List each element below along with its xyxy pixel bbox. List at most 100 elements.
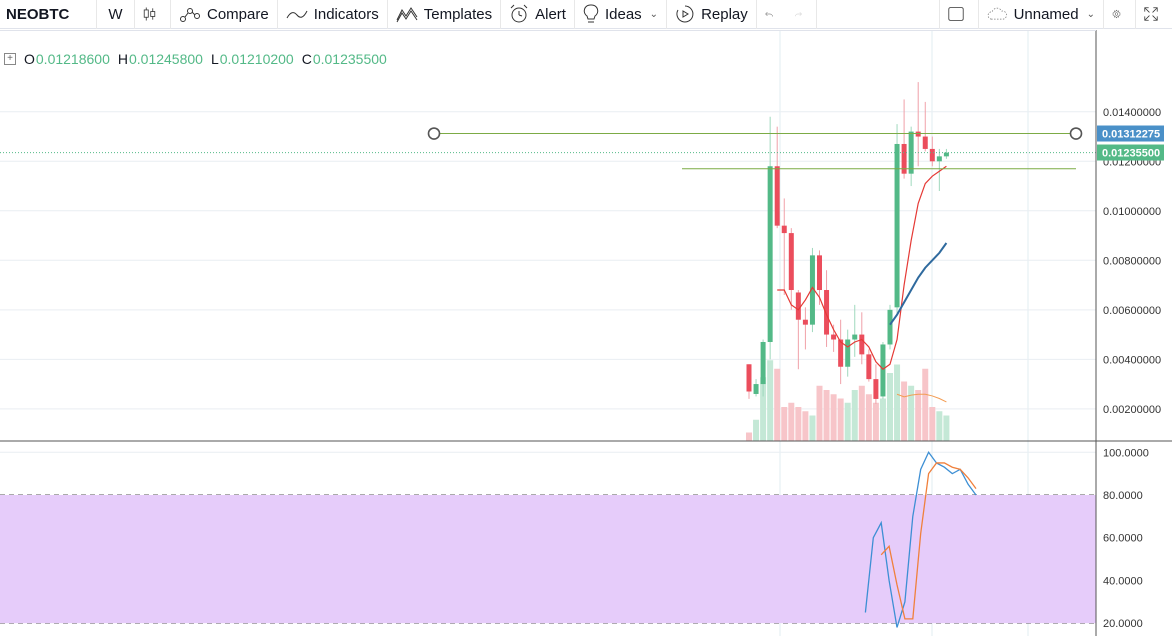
volume-ma-line [896,393,947,403]
open-value: 0.01218600 [35,51,110,67]
settings-button[interactable] [1104,0,1136,29]
expand-icon [1144,7,1158,21]
candle-body [852,334,858,340]
symbol-search[interactable]: NEOBTC [0,0,97,29]
chart-type-button[interactable] [135,0,171,29]
undo-button[interactable] [757,0,787,29]
rsi-tick-label: 60.0000 [1103,533,1143,545]
candle [753,379,759,397]
candle [781,198,787,295]
volume-bar [908,385,915,441]
candle [817,250,822,305]
rsi-tick-label: 40.0000 [1103,575,1143,587]
templates-button[interactable]: Templates [388,0,502,29]
volume-bar [858,385,865,441]
volume-bar [760,377,767,441]
volume-bar [767,360,774,441]
candles [746,82,949,404]
low-value: 0.01210200 [219,51,294,67]
volume-bar [746,432,752,441]
price-label-text: 0.01312275 [1102,129,1160,141]
alert-label: Alert [535,5,566,23]
indicators-button[interactable]: Indicators [278,0,388,29]
candle-body [880,344,886,397]
alert-button[interactable]: Alert [501,0,575,29]
high-value: 0.01245800 [128,51,203,67]
candle-body [915,131,921,137]
volume-bar [865,394,872,441]
compare-button[interactable]: Compare [171,0,278,29]
candle-body [866,354,872,380]
candle [894,124,900,315]
candle [880,341,886,399]
volume-bar [823,390,830,441]
candle [788,228,794,310]
price-label: 0.01312275 [1097,125,1164,142]
price-tick-label: 0.00800000 [1103,255,1161,267]
layout-name: Unnamed [1013,5,1079,23]
candle-body [922,136,928,149]
indicators-icon [286,10,308,19]
candle-body [795,292,801,320]
volume-bar [781,407,788,441]
volume-bar [901,381,908,441]
candle-body [838,339,844,367]
candle [795,290,801,370]
chart-canvas[interactable]: 0.014000000.012000000.010000000.00800000… [0,30,1172,636]
candle-body [845,339,851,367]
price-tick-label: 0.01400000 [1103,107,1161,119]
ideas-button[interactable]: Ideas ⌄ [575,0,668,29]
rsi-tick-label: 80.0000 [1103,490,1143,502]
price-label-bg [1097,144,1164,161]
volume-bar [887,373,893,441]
volume-bar [753,419,760,441]
candle [802,307,808,350]
top-toolbar: NEOBTC W Compare Indicators Templates Al… [0,0,1172,29]
redo-button[interactable] [787,0,817,29]
candle [929,136,935,167]
candle [767,116,773,360]
expand-button[interactable] [1136,0,1172,29]
redo-icon [794,12,802,17]
candle [915,82,921,167]
candle-body [873,379,879,399]
volume-bar [894,364,901,441]
open-label: O [24,51,35,67]
volume-bar [816,385,823,441]
drawings[interactable] [427,127,1083,170]
layout-menu[interactable]: Unnamed ⌄ [979,0,1104,29]
candle [866,349,872,382]
volume-bar [872,402,879,441]
candle-body [767,166,773,342]
fullscreen-toggle[interactable] [939,0,979,29]
candle-body [824,290,830,335]
volume-bar [837,398,844,441]
candle-body [760,341,766,385]
plus-icon[interactable]: + [4,53,16,65]
candle [746,364,752,399]
trend-line-handle [427,127,441,140]
volume-bar [915,390,922,441]
candle [774,126,780,229]
price-label: 0.01235500 [1097,144,1164,161]
volume-bar [844,402,851,441]
volume-bar [851,390,858,441]
candle [936,148,942,192]
volume-bar [802,411,809,441]
compare-icon [180,8,200,22]
price-axis[interactable]: 0.014000000.012000000.010000000.00800000… [0,30,1172,636]
rsi-tick-label: 100.0000 [1103,447,1149,459]
candle-body [943,152,949,157]
price-label-text: 0.01235500 [1102,148,1160,160]
candle-body [753,384,759,394]
candle [887,304,893,350]
undo-icon [764,11,773,17]
ideas-label: Ideas [604,5,642,23]
interval-button[interactable]: W [97,0,135,29]
alarm-clock-icon [510,4,528,23]
replay-button[interactable]: Replay [667,0,757,29]
trend-line-handle [1069,127,1083,140]
ma-slow-line [889,242,948,326]
candle-body [746,364,752,392]
candle-body [887,309,893,345]
